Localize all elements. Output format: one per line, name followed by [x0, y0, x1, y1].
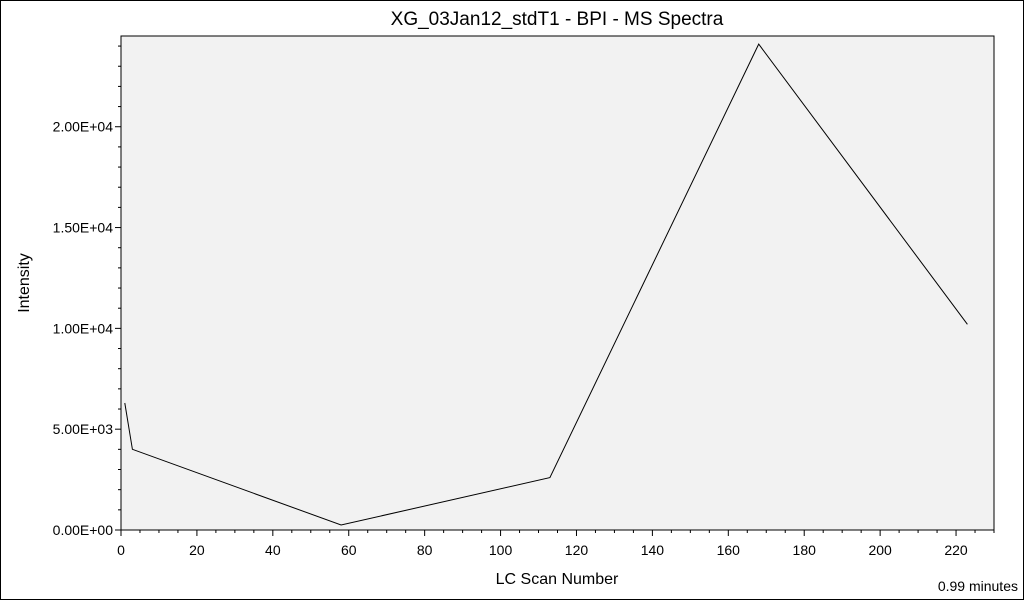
x-tick-label: 140 — [641, 542, 665, 558]
y-tick-label: 2.00E+04 — [53, 119, 114, 135]
y-tick-label: 0.00E+00 — [53, 522, 114, 538]
y-axis-ticks: 0.00E+00 5.00E+03 1.00E+04 1.50E+04 2.00E+04 — [53, 45, 121, 538]
x-tick-label: 180 — [793, 542, 817, 558]
x-axis-label: LC Scan Number — [496, 571, 619, 588]
x-tick-label: 0 — [117, 542, 125, 558]
y-axis-label: Intensity — [16, 253, 33, 313]
series-line — [124, 43, 968, 526]
x-tick-label: 220 — [944, 542, 968, 558]
plot-area — [120, 35, 995, 531]
duration-label: 0.99 minutes — [938, 578, 1018, 594]
y-tick-label: 1.00E+04 — [53, 320, 114, 336]
y-tick-label: 5.00E+03 — [53, 421, 114, 437]
x-axis-ticks: 0 20 40 60 80 100 120 140 160 180 200 220 — [117, 530, 995, 558]
x-tick-label: 160 — [717, 542, 741, 558]
x-tick-label: 100 — [489, 542, 513, 558]
y-tick-label: 1.50E+04 — [53, 220, 114, 236]
chart-title: XG_03Jan12_stdT1 - BPI - MS Spectra — [391, 9, 724, 30]
x-tick-label: 40 — [265, 542, 281, 558]
x-tick-label: 120 — [565, 542, 589, 558]
x-tick-label: 80 — [417, 542, 433, 558]
x-tick-label: 20 — [189, 542, 205, 558]
x-tick-label: 60 — [341, 542, 357, 558]
x-tick-label: 200 — [868, 542, 892, 558]
